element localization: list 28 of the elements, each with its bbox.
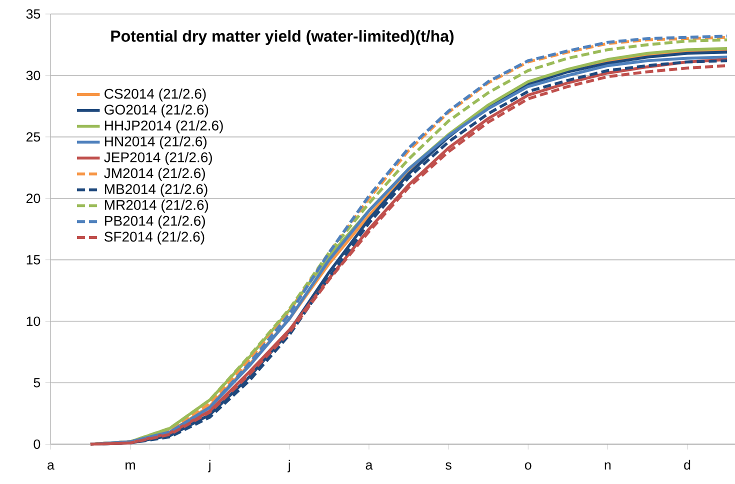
legend-label: MB2014 (21/2.6) — [105, 184, 208, 198]
legend-label: HHJP2014 (21/2.6) — [105, 120, 223, 134]
x-tick-label: a — [48, 462, 54, 470]
y-tick-label: 35 — [26, 10, 40, 19]
legend-label: GO2014 (21/2.6) — [104, 104, 208, 118]
y-tick-label: 10 — [26, 316, 40, 326]
y-tick-label: 20 — [26, 194, 40, 204]
legend-label: PB2014 (21/2.6) — [105, 216, 205, 229]
x-tick-label: a — [366, 462, 373, 470]
x-tick-label: j — [288, 460, 290, 472]
y-tick-label: 15 — [26, 255, 40, 265]
x-tick-label: d — [684, 460, 690, 470]
x-tick-label: s — [446, 462, 452, 470]
y-tick-label: 30 — [26, 70, 40, 80]
legend-label: SF2014 (21/2.6) — [104, 232, 204, 245]
text: Potential dry matter yield (water-limited)(t/ha) — [111, 30, 454, 46]
x-tick-label: m — [126, 462, 135, 470]
y-tick-label: 5 — [34, 378, 40, 388]
legend-label: HN2014 (21/2.6) — [105, 136, 207, 150]
legend-label: MR2014 (21/2.6) — [105, 200, 208, 213]
legend-label: JEP2014 (21/2.6) — [104, 152, 212, 166]
legend-label: CS2014 (21/2.6) — [104, 88, 206, 102]
legend-label: JM2014 (21/2.6) — [104, 168, 205, 182]
y-tick-label: 25 — [26, 132, 40, 142]
y-tick-label: 0 — [34, 440, 40, 450]
x-tick-label: o — [524, 462, 532, 470]
x-tick-label: j — [208, 460, 210, 472]
x-tick-label: n — [604, 462, 611, 470]
